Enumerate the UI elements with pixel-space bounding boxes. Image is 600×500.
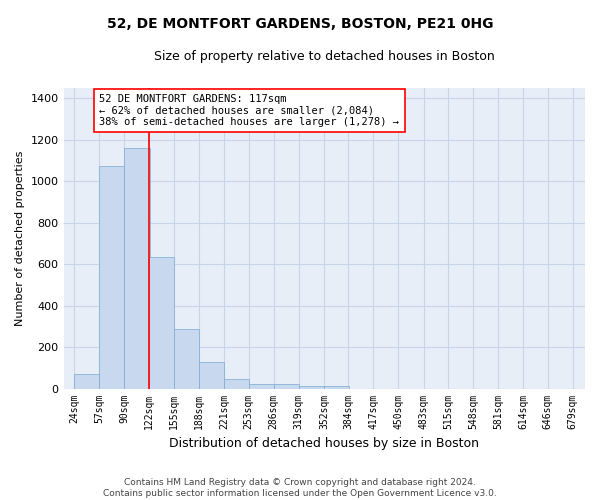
Bar — [74, 374, 100, 388]
Text: 52, DE MONTFORT GARDENS, BOSTON, PE21 0HG: 52, DE MONTFORT GARDENS, BOSTON, PE21 0H… — [107, 18, 493, 32]
Bar — [124, 148, 149, 388]
Bar — [299, 386, 324, 388]
Bar — [174, 330, 199, 388]
Bar — [274, 384, 299, 388]
Bar — [149, 257, 174, 388]
Bar — [100, 166, 124, 388]
Bar — [199, 362, 224, 388]
X-axis label: Distribution of detached houses by size in Boston: Distribution of detached houses by size … — [169, 437, 479, 450]
Title: Size of property relative to detached houses in Boston: Size of property relative to detached ho… — [154, 50, 494, 63]
Bar — [248, 384, 274, 388]
Bar — [324, 386, 349, 388]
Y-axis label: Number of detached properties: Number of detached properties — [15, 150, 25, 326]
Bar — [224, 379, 249, 388]
Text: 52 DE MONTFORT GARDENS: 117sqm
← 62% of detached houses are smaller (2,084)
38% : 52 DE MONTFORT GARDENS: 117sqm ← 62% of … — [100, 94, 400, 127]
Text: Contains HM Land Registry data © Crown copyright and database right 2024.
Contai: Contains HM Land Registry data © Crown c… — [103, 478, 497, 498]
